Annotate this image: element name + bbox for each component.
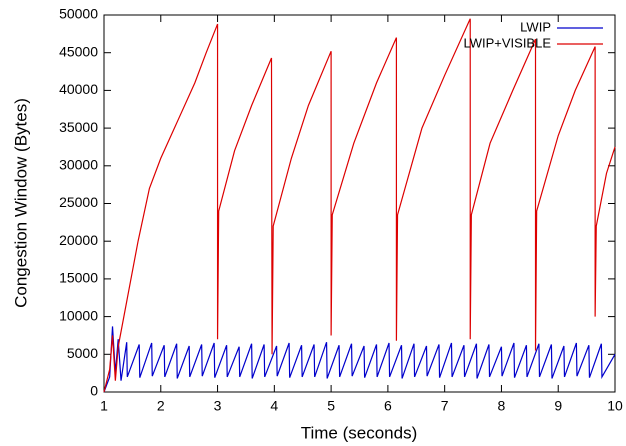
y-tick-label: 20000 [59,232,98,248]
y-tick-label: 10000 [59,307,98,323]
x-tick-label: 4 [270,398,278,414]
x-tick-label: 6 [384,398,392,414]
y-tick-label: 50000 [59,6,98,22]
y-tick-label: 0 [90,383,98,399]
x-tick-label: 10 [607,398,623,414]
y-tick-label: 35000 [59,119,98,135]
y-axis-title: Congestion Window (Bytes) [11,98,30,308]
y-tick-label: 45000 [59,43,98,59]
y-tick-label: 5000 [67,345,98,361]
y-tick-label: 40000 [59,81,98,97]
y-tick-label: 30000 [59,157,98,173]
x-tick-label: 7 [441,398,449,414]
legend-text: LWIP+VISIBLE [463,35,551,50]
x-tick-label: 1 [100,398,108,414]
y-tick-label: 25000 [59,194,98,210]
x-tick-label: 8 [498,398,506,414]
legend-text: LWIP [520,19,551,34]
x-tick-label: 3 [214,398,222,414]
x-tick-label: 9 [554,398,562,414]
x-tick-label: 2 [157,398,165,414]
x-axis-title: Time (seconds) [301,423,418,442]
series-line [103,18,616,393]
x-tick-label: 5 [327,398,335,414]
y-tick-label: 15000 [59,270,98,286]
series-line [103,326,616,393]
